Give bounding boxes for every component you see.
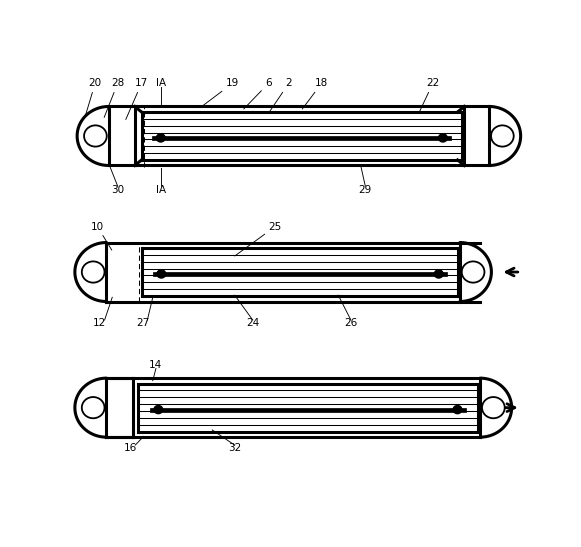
Text: 14: 14 — [149, 360, 163, 370]
Text: 25: 25 — [235, 222, 282, 256]
Circle shape — [453, 405, 462, 414]
Text: 32: 32 — [228, 443, 241, 453]
Circle shape — [84, 125, 107, 147]
Circle shape — [156, 134, 165, 142]
Text: 18: 18 — [302, 78, 328, 109]
Text: 22: 22 — [419, 78, 439, 112]
Text: 20: 20 — [85, 78, 102, 116]
Circle shape — [82, 397, 105, 418]
Text: 12: 12 — [93, 318, 106, 328]
Text: 10: 10 — [91, 222, 112, 250]
Circle shape — [435, 270, 443, 278]
Text: 29: 29 — [358, 185, 372, 195]
Circle shape — [439, 134, 447, 142]
Circle shape — [491, 125, 514, 147]
Text: 19: 19 — [200, 78, 239, 108]
Text: 17: 17 — [125, 78, 148, 120]
Text: IA: IA — [156, 78, 166, 88]
Text: 24: 24 — [246, 318, 259, 328]
Text: 27: 27 — [136, 318, 149, 328]
Circle shape — [157, 270, 166, 278]
Text: 28: 28 — [104, 78, 124, 118]
Circle shape — [482, 397, 505, 418]
Text: 16: 16 — [124, 443, 137, 453]
Text: 26: 26 — [345, 318, 357, 328]
Circle shape — [462, 261, 485, 283]
Text: 2: 2 — [268, 78, 292, 113]
Circle shape — [154, 405, 163, 414]
Text: 30: 30 — [111, 185, 124, 195]
Circle shape — [82, 261, 105, 283]
Text: IA: IA — [156, 185, 166, 195]
Text: 6: 6 — [244, 78, 272, 109]
